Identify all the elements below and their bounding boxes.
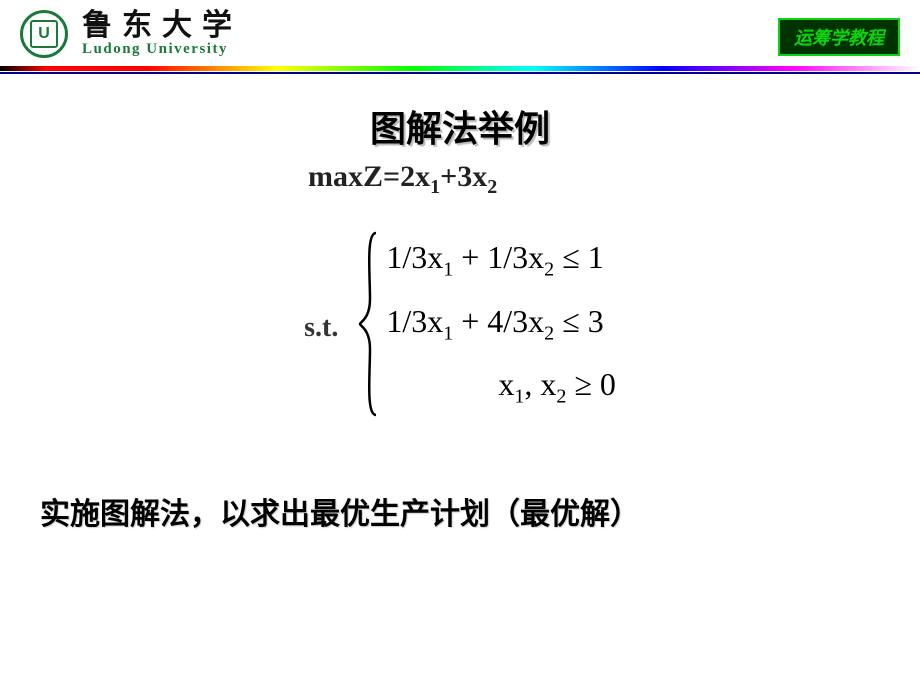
c2-plus: +: [453, 303, 487, 339]
c1-a: 1/3x: [386, 239, 443, 275]
constraint-lines: 1/3x1 + 1/3x2 ≤ 1 1/3x1 + 4/3x2 ≤ 3 x1, …: [380, 229, 616, 419]
slide-content: 图解法举例 maxZ=2x1+3x2 s.t. 1/3x1 + 1/3x2 ≤ …: [0, 74, 920, 553]
constraint-line-1: 1/3x1 + 1/3x2 ≤ 1: [386, 239, 616, 281]
constraint-line-2: 1/3x1 + 4/3x2 ≤ 3: [386, 303, 616, 345]
slide-header: U 鲁东大学 Ludong University 运筹学教程: [0, 0, 920, 66]
slide-title: 图解法举例: [370, 108, 550, 149]
c2-op: ≤: [554, 303, 588, 339]
brace-wrap: 1/3x1 + 1/3x2 ≤ 1 1/3x1 + 4/3x2 ≤ 3 x1, …: [358, 229, 616, 419]
bottom-mid1: 最优: [310, 498, 370, 531]
bottom-suffix: ）: [610, 498, 640, 531]
c2-s2: 2: [544, 322, 554, 344]
c1-rhs: 1: [588, 239, 604, 275]
university-name-en: Ludong University: [82, 41, 242, 58]
left-brace-icon: [358, 229, 380, 419]
c1-s2: 2: [544, 259, 554, 281]
objective-function: maxZ=2x1+3x2: [308, 160, 880, 199]
c1-plus: +: [453, 239, 487, 275]
c2-b: 4/3x: [487, 303, 544, 339]
bottom-sentence: 实施图解法，以求出最优生产计划（最优解）: [40, 489, 880, 533]
course-label-box: 运筹学教程: [778, 18, 900, 56]
c2-s1: 1: [443, 322, 453, 344]
c1-op: ≤: [554, 239, 588, 275]
bottom-mid3: 最优解: [520, 498, 610, 531]
obj-prefix: maxZ=2x: [308, 160, 430, 193]
c3-comma: ,: [524, 366, 540, 402]
bottom-mid2: 生产计划（: [370, 498, 520, 531]
slide-title-row: 图解法举例: [40, 100, 880, 152]
course-label-text: 运筹学教程: [794, 28, 884, 48]
university-name-block: 鲁东大学 Ludong University: [82, 11, 242, 58]
st-label: s.t.: [304, 312, 338, 344]
c2-a: 1/3x: [386, 303, 443, 339]
c3-s2: 2: [556, 386, 566, 408]
bottom-prefix: 实施图解法，以求出: [40, 498, 310, 531]
obj-mid: +3x: [440, 160, 487, 193]
logo-circle: U: [20, 10, 68, 58]
c3-s1: 1: [514, 386, 524, 408]
logo-letter: U: [30, 20, 58, 48]
c1-s1: 1: [443, 259, 453, 281]
c1-b: 1/3x: [487, 239, 544, 275]
university-name-cn: 鲁东大学: [82, 11, 242, 41]
constraints-block: s.t. 1/3x1 + 1/3x2 ≤ 1 1/3x1 + 4/3x2 ≤ 3…: [40, 229, 880, 419]
constraint-line-3: x1, x2 ≥ 0: [386, 366, 616, 408]
obj-sub1: 1: [430, 176, 440, 198]
c3-v2: x: [540, 366, 556, 402]
c3-rhs: 0: [600, 366, 616, 402]
obj-sub2: 2: [487, 176, 497, 198]
c3-v1: x: [498, 366, 514, 402]
university-logo-block: U 鲁东大学 Ludong University: [20, 10, 242, 58]
c2-rhs: 3: [588, 303, 604, 339]
rainbow-divider: [0, 66, 920, 71]
c3-op: ≥: [566, 366, 600, 402]
